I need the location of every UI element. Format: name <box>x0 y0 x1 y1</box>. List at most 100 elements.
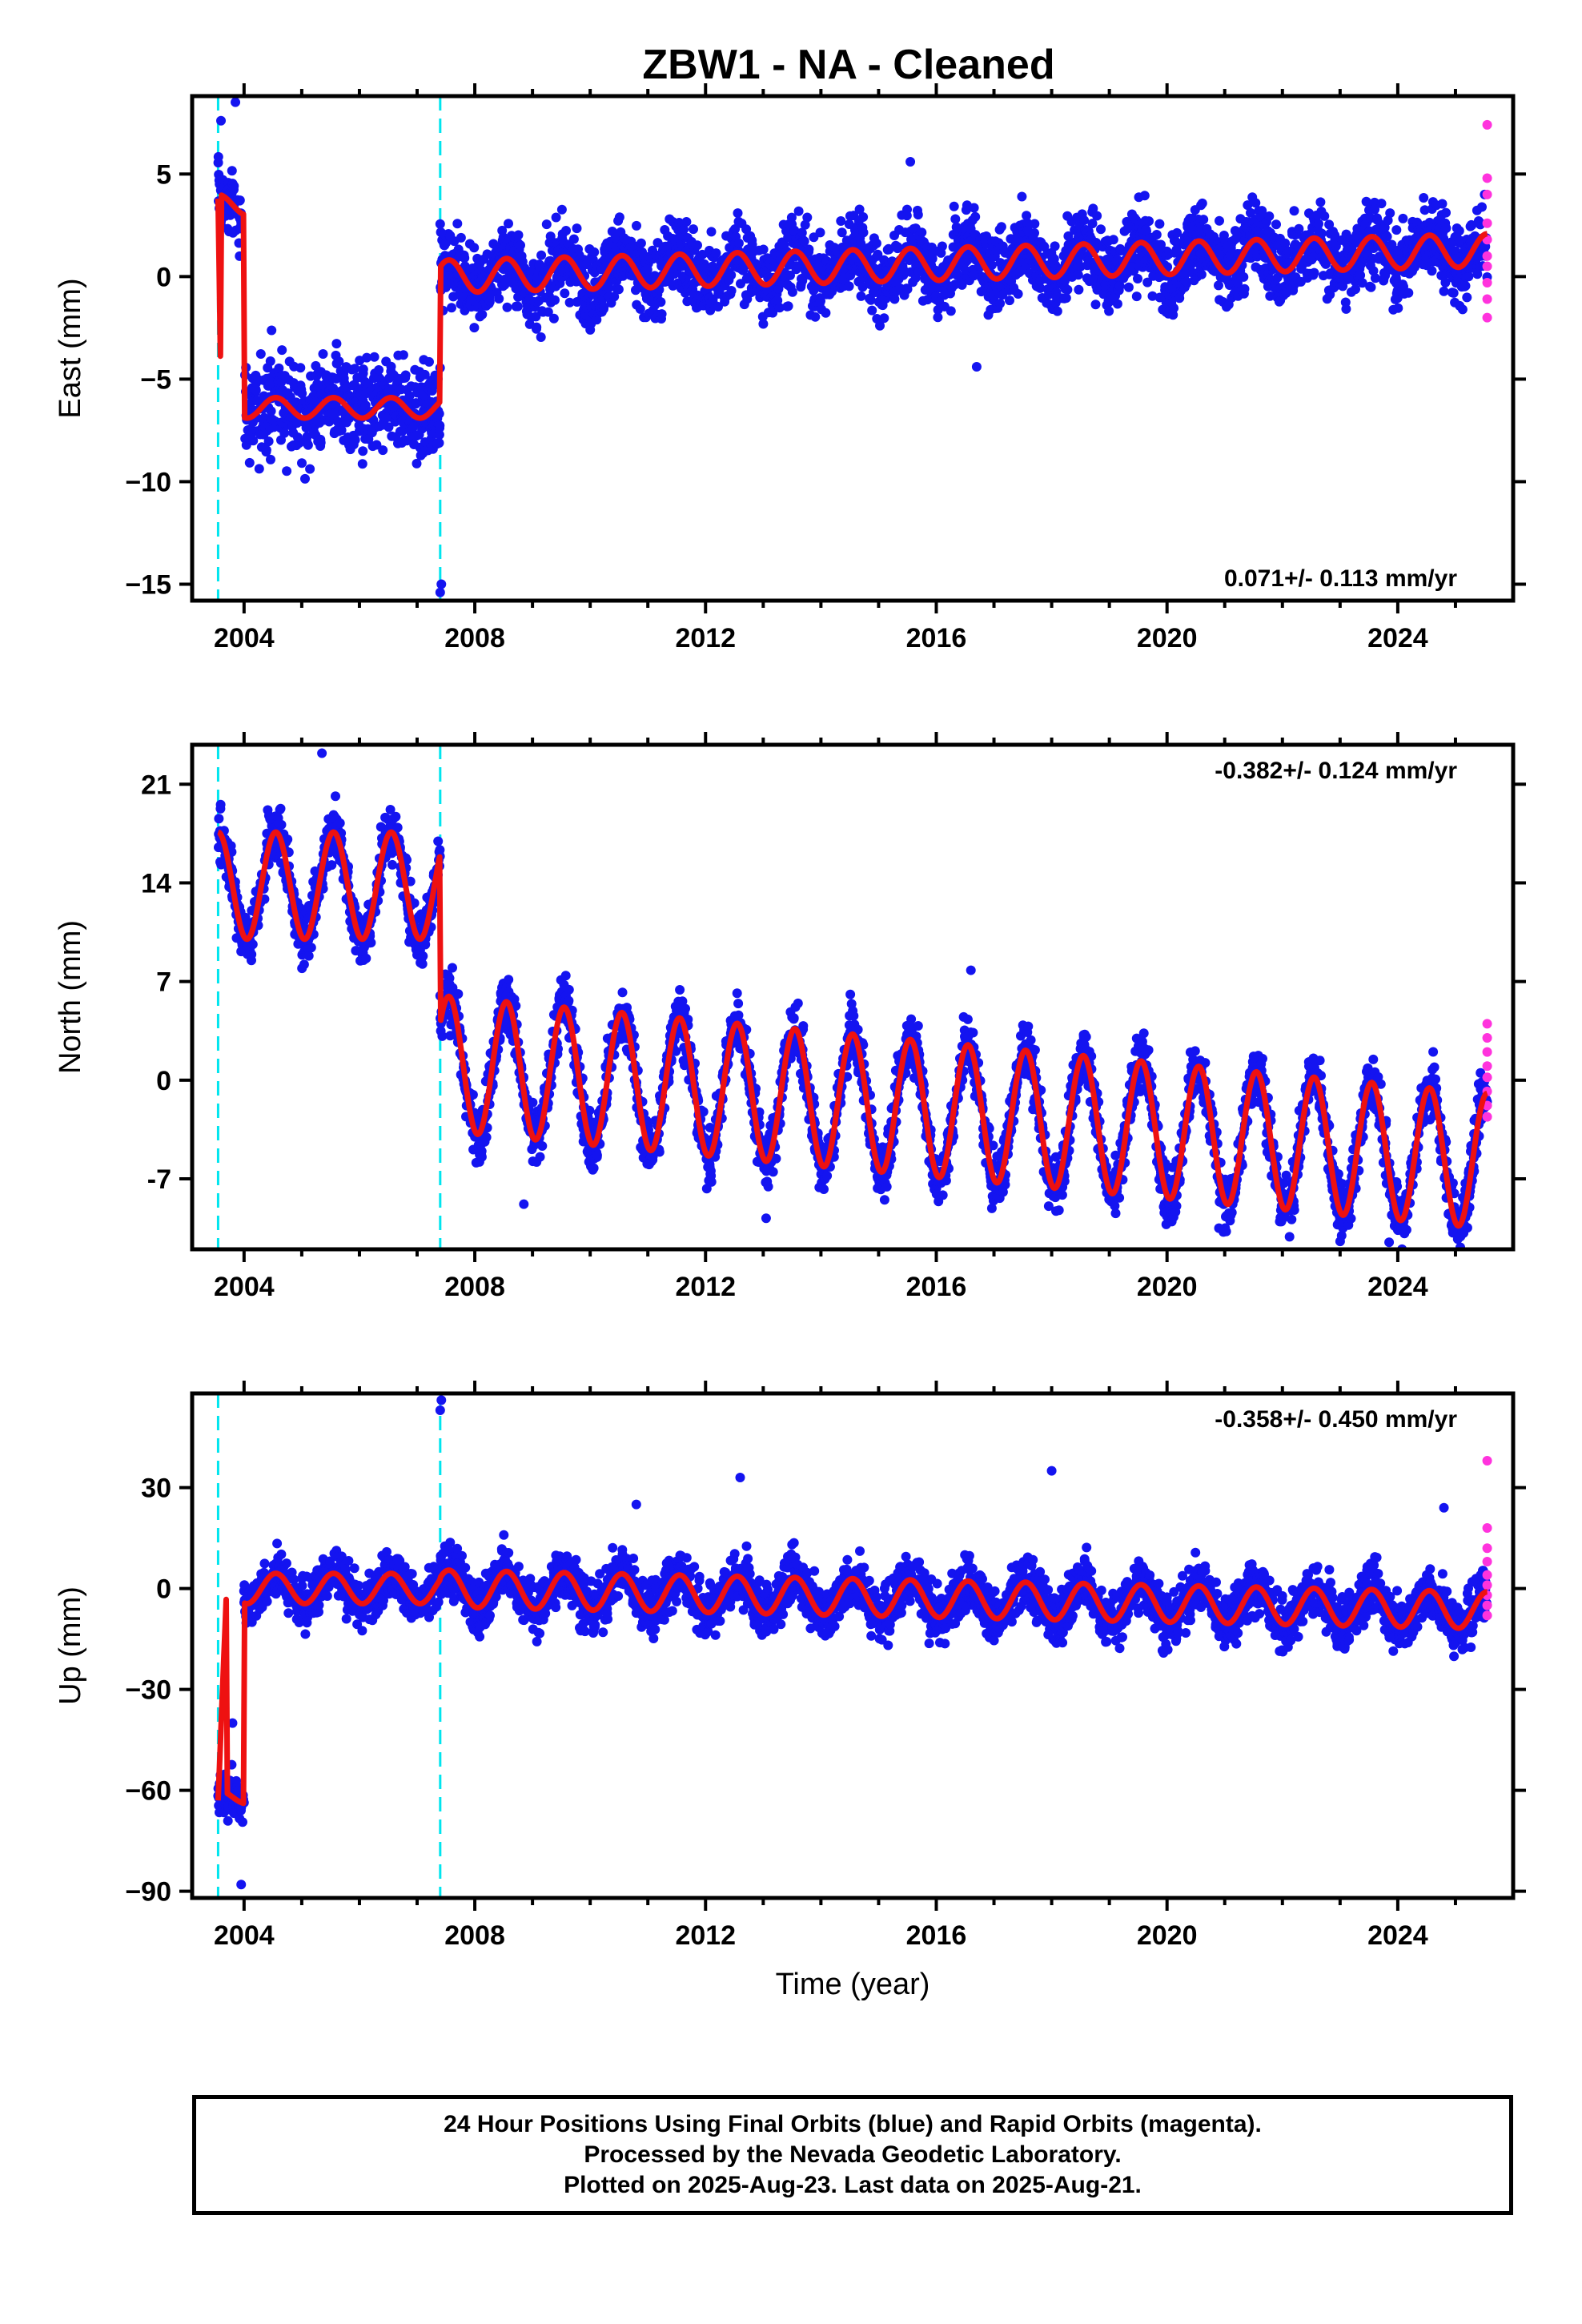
east-point <box>933 312 943 323</box>
east-outlier-point <box>436 579 447 589</box>
east-point <box>531 312 541 322</box>
east-point <box>1062 284 1073 295</box>
east-point <box>1314 219 1323 229</box>
east-x-tick-label: 2024 <box>1367 623 1428 653</box>
east-point <box>950 214 961 224</box>
east-point <box>358 364 368 375</box>
east-point <box>1139 191 1150 201</box>
east-point <box>844 281 854 292</box>
east-point <box>357 459 367 469</box>
east-point <box>1315 197 1326 207</box>
east-point <box>266 406 276 416</box>
east-point <box>551 212 561 223</box>
east-point <box>656 309 667 320</box>
east-point <box>1376 199 1387 209</box>
north-point <box>361 953 371 963</box>
east-point <box>300 473 310 484</box>
east-point <box>1391 225 1402 235</box>
east-point <box>536 250 547 260</box>
east-point <box>917 227 927 238</box>
east-point <box>1419 193 1429 203</box>
east-outlier-point <box>435 587 445 597</box>
east-point <box>378 445 388 456</box>
east-point <box>816 296 825 306</box>
east-point <box>424 356 434 367</box>
east-rapid-orbit-point <box>1482 278 1492 288</box>
east-point <box>1215 215 1224 226</box>
east-point <box>697 249 708 259</box>
east-point <box>469 243 480 253</box>
north-point <box>476 1152 487 1162</box>
east-point <box>1108 235 1118 245</box>
east-point <box>358 446 368 456</box>
east-x-tick-label: 2016 <box>906 623 967 653</box>
east-point <box>434 429 444 440</box>
east-rapid-orbit-point <box>1482 251 1492 261</box>
east-point <box>255 349 266 359</box>
east-point <box>1005 296 1014 306</box>
north-point <box>592 1150 602 1160</box>
east-y-tick-label: −5 <box>140 364 171 395</box>
north-point <box>528 1097 538 1108</box>
east-point <box>297 388 307 399</box>
east-point <box>836 216 846 226</box>
east-rapid-orbit-point <box>1482 189 1492 199</box>
east-y-axis-label: East (mm) <box>54 278 87 418</box>
east-point <box>315 437 326 448</box>
east-rapid-orbit-point <box>1482 294 1492 304</box>
east-point <box>785 270 795 280</box>
east-point <box>532 322 542 332</box>
east-point <box>261 445 271 455</box>
east-point <box>1196 269 1207 279</box>
east-point <box>274 363 284 373</box>
east-point <box>302 432 312 442</box>
east-point <box>1382 231 1392 242</box>
east-point <box>1319 211 1330 221</box>
east-point <box>1448 287 1459 298</box>
east-point <box>265 356 275 366</box>
east-point <box>726 286 737 296</box>
north-point <box>448 963 457 973</box>
east-point <box>1104 306 1114 316</box>
east-point <box>1239 283 1250 294</box>
north-point <box>537 1141 548 1151</box>
east-point <box>1460 281 1471 291</box>
north-point <box>335 818 345 828</box>
east-point <box>412 458 422 468</box>
east-point <box>572 223 582 234</box>
east-point <box>913 210 923 220</box>
east-point <box>636 238 646 248</box>
east-point <box>331 339 342 349</box>
north-point <box>504 975 514 985</box>
east-point <box>804 244 814 255</box>
east-point <box>797 227 807 238</box>
east-point <box>374 365 384 375</box>
east-point <box>1112 299 1122 309</box>
east-point <box>902 204 912 215</box>
east-point <box>1289 206 1299 216</box>
east-point <box>1462 292 1472 303</box>
east-point <box>460 253 470 263</box>
east-point <box>435 420 445 431</box>
east-data-layer <box>213 96 1492 601</box>
east-point <box>1264 211 1275 221</box>
east-point <box>809 285 819 296</box>
north-point <box>481 1132 492 1143</box>
east-point <box>1457 304 1468 315</box>
east-y-tick-label: −15 <box>125 570 171 601</box>
east-point <box>1214 280 1223 291</box>
east-point <box>502 302 512 312</box>
east-point <box>613 284 624 295</box>
east-rate-label: 0.071+/- 0.113 mm/yr <box>1224 565 1457 592</box>
east-point <box>1239 271 1249 282</box>
east-point <box>1393 303 1403 313</box>
north-point <box>560 971 571 981</box>
east-point <box>1197 198 1207 208</box>
east-point <box>946 306 956 316</box>
east-point <box>996 222 1006 232</box>
north-point <box>453 989 464 999</box>
east-x-tick-label: 2012 <box>675 623 736 653</box>
east-point <box>1441 223 1452 233</box>
east-point <box>797 273 808 283</box>
east-point <box>536 332 546 342</box>
